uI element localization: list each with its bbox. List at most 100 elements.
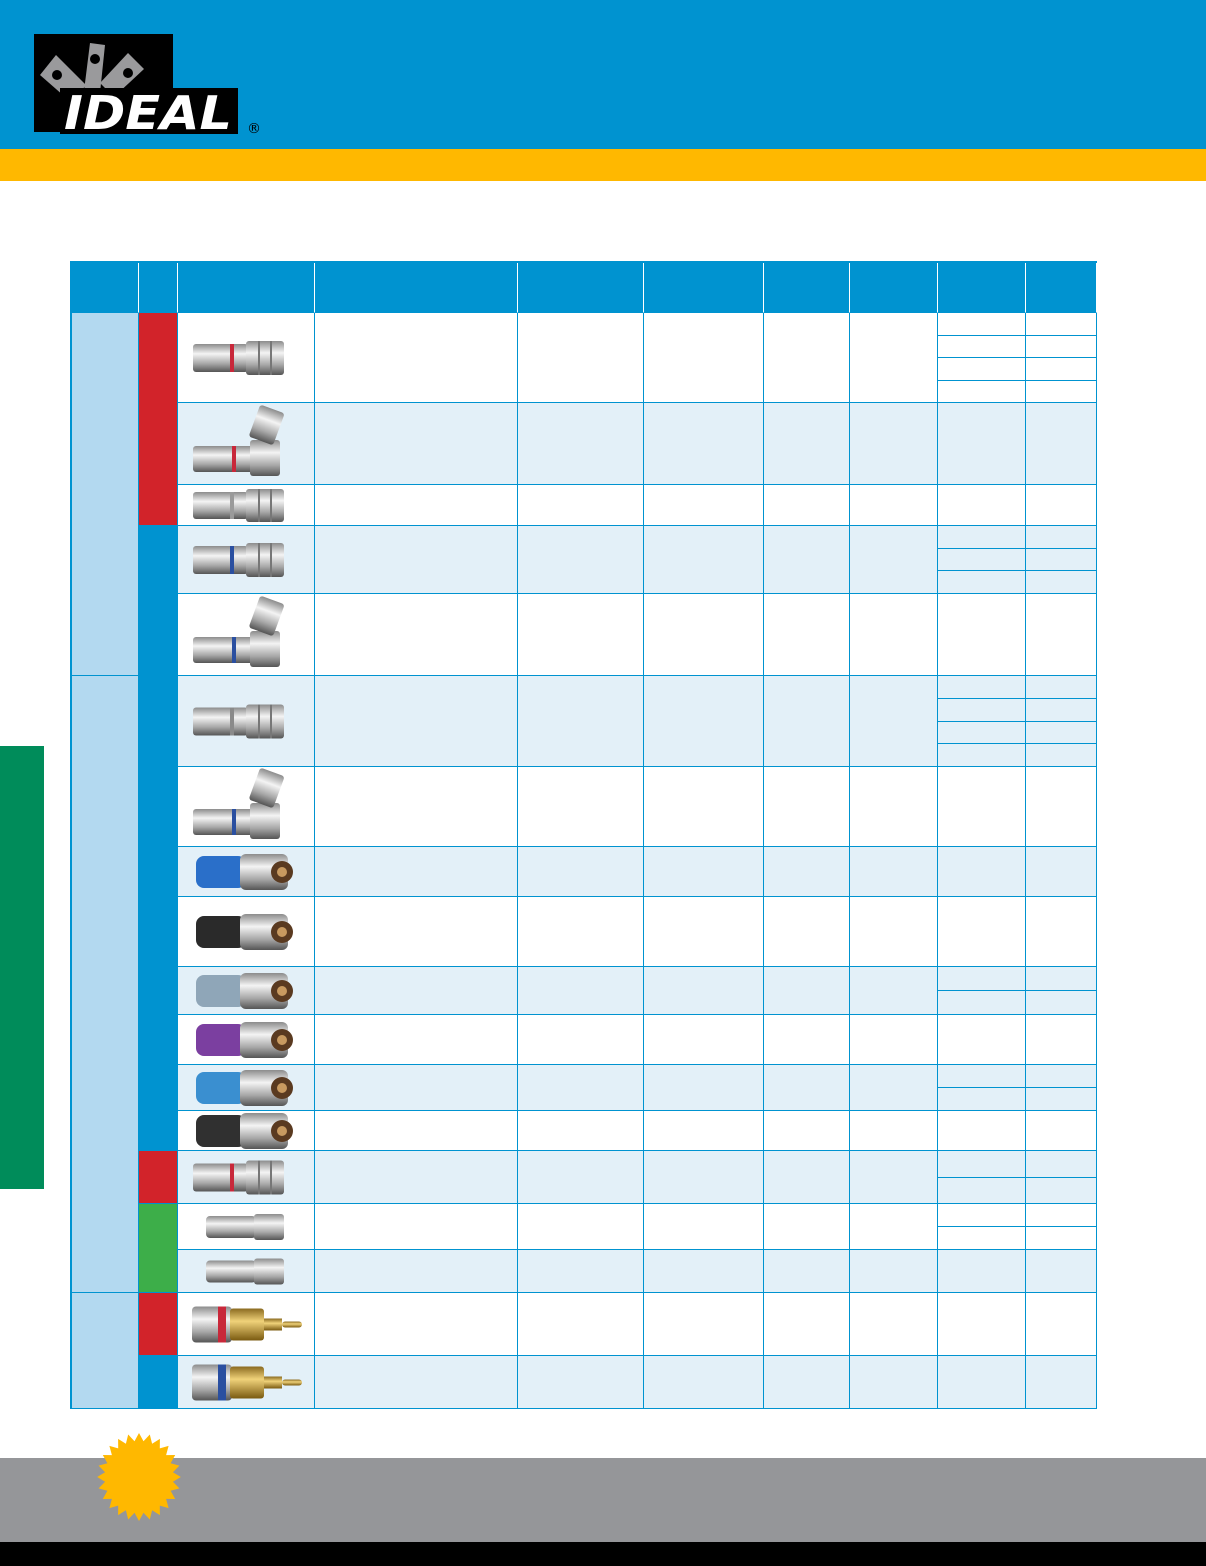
category-group-cell	[72, 676, 139, 1293]
table-cell	[315, 1111, 518, 1151]
sub-row-divider	[938, 1226, 1026, 1227]
table-cell	[938, 1151, 1026, 1204]
table-cell	[1026, 1250, 1097, 1293]
table-cell	[764, 847, 850, 897]
header-cell	[72, 263, 139, 313]
product-image-cell	[178, 1111, 315, 1151]
table-cell	[315, 485, 518, 526]
sub-row-divider	[938, 547, 1026, 549]
table-cell	[938, 594, 1026, 676]
table-cell	[315, 1356, 518, 1409]
table-cell	[1026, 1111, 1097, 1151]
table-cell	[644, 1204, 764, 1250]
table-cell	[1026, 676, 1097, 767]
table-cell	[644, 1250, 764, 1293]
sub-row-divider	[938, 1087, 1026, 1088]
product-image-cell	[178, 767, 315, 847]
product-image-cell	[178, 313, 315, 403]
section-side-tab	[0, 746, 44, 1189]
table-cell	[644, 1111, 764, 1151]
table-cell	[764, 485, 850, 526]
product-image-cell	[178, 676, 315, 767]
product-image-cell	[178, 526, 315, 594]
table-cell	[518, 1356, 644, 1409]
table-cell	[850, 1111, 938, 1151]
table-cell	[850, 1065, 938, 1111]
table-cell	[938, 967, 1026, 1015]
sub-row-divider	[1026, 697, 1097, 699]
table-cell	[850, 1250, 938, 1293]
sub-row-divider	[1026, 720, 1097, 722]
table-cell	[1026, 526, 1097, 594]
product-image-cell	[178, 1151, 315, 1204]
table-cell	[850, 767, 938, 847]
table-cell	[850, 967, 938, 1015]
table-cell	[644, 1015, 764, 1065]
sub-row-divider	[938, 720, 1026, 722]
table-cell	[518, 594, 644, 676]
table-cell	[1026, 485, 1097, 526]
table-cell	[850, 403, 938, 485]
f-compression-connector-icon	[196, 1113, 293, 1149]
table-cell	[764, 1065, 850, 1111]
bottom-bar	[0, 1542, 1206, 1566]
table-cell	[1026, 1204, 1097, 1250]
sub-row-divider	[1026, 743, 1097, 745]
table-cell	[518, 767, 644, 847]
mini-f-connector-icon	[206, 1258, 284, 1285]
table-cell	[850, 1151, 938, 1204]
table-cell	[764, 1151, 850, 1204]
table-cell	[644, 897, 764, 967]
table-cell	[850, 897, 938, 967]
table-cell	[315, 594, 518, 676]
table-cell	[644, 767, 764, 847]
table-cell	[644, 594, 764, 676]
bnc-straight-connector-icon	[193, 489, 284, 522]
table-cell	[938, 1356, 1026, 1409]
header-cell	[178, 263, 315, 313]
table-cell	[518, 1111, 644, 1151]
table-cell	[518, 313, 644, 403]
product-image-cell	[178, 847, 315, 897]
table-cell	[315, 967, 518, 1015]
table-cell	[764, 1293, 850, 1356]
sub-row-divider	[1026, 990, 1097, 991]
table-cell	[644, 847, 764, 897]
table-cell	[764, 1250, 850, 1293]
table-cell	[315, 403, 518, 485]
table-cell	[1026, 1015, 1097, 1065]
table-cell	[315, 847, 518, 897]
product-image-cell	[178, 1250, 315, 1293]
product-image-cell	[178, 1065, 315, 1111]
table-cell	[850, 594, 938, 676]
sub-row-divider	[1026, 334, 1097, 336]
table-cell	[315, 1065, 518, 1111]
starburst-icon	[97, 1433, 181, 1521]
table-cell	[315, 1015, 518, 1065]
mini-f-connector-icon	[206, 1214, 284, 1240]
table-cell	[938, 1111, 1026, 1151]
table-cell	[938, 1015, 1026, 1065]
sub-row-divider	[938, 570, 1026, 572]
table-cell	[315, 1250, 518, 1293]
color-code-band	[139, 1204, 178, 1293]
table-cell	[938, 1204, 1026, 1250]
color-code-band	[139, 313, 178, 526]
table-cell	[1026, 1065, 1097, 1111]
category-group-cell	[72, 1293, 139, 1409]
table-cell	[315, 767, 518, 847]
table-cell	[764, 526, 850, 594]
color-code-band	[139, 1356, 178, 1409]
sub-row-divider	[938, 379, 1026, 381]
sub-row-divider	[1026, 1176, 1097, 1178]
header-cell	[764, 263, 850, 313]
sub-row-divider	[1026, 1087, 1097, 1088]
table-cell	[644, 526, 764, 594]
product-image-cell	[178, 1015, 315, 1065]
product-image-cell	[178, 594, 315, 676]
rca-connector-icon	[192, 1306, 302, 1343]
table-cell	[1026, 313, 1097, 403]
sub-row-divider	[938, 334, 1026, 336]
table-cell	[938, 897, 1026, 967]
product-image-cell	[178, 485, 315, 526]
